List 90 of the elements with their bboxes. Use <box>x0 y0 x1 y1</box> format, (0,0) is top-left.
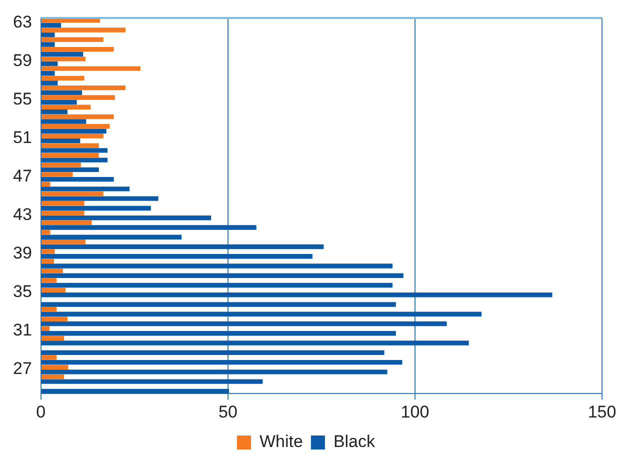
bar <box>41 152 99 158</box>
bar <box>41 42 55 47</box>
bar <box>41 167 99 172</box>
bar <box>41 288 66 292</box>
bar <box>41 71 55 76</box>
legend-label: Black <box>333 432 376 452</box>
bar <box>41 355 57 360</box>
bar <box>41 306 57 312</box>
bar <box>41 182 50 186</box>
bar <box>41 80 58 86</box>
bar <box>41 268 63 274</box>
bar <box>41 254 312 259</box>
bar <box>41 331 396 336</box>
bar <box>41 249 55 254</box>
y-tick-label: 63 <box>12 12 32 32</box>
bar <box>41 85 126 90</box>
bar <box>41 302 396 307</box>
bar <box>41 128 106 134</box>
bar <box>41 388 230 394</box>
bar <box>41 100 77 105</box>
bar <box>41 210 84 216</box>
bar <box>41 134 104 138</box>
bar <box>41 110 68 114</box>
y-tick-label: 51 <box>12 128 32 148</box>
y-tick-label: 31 <box>12 320 32 340</box>
bar <box>41 206 151 211</box>
x-tick-label: 150 <box>588 402 616 422</box>
bar <box>41 138 80 144</box>
bar <box>41 292 552 298</box>
bar <box>41 114 114 120</box>
bar <box>41 374 64 380</box>
bar <box>41 143 99 148</box>
x-tick-label: 0 <box>36 402 46 422</box>
bar <box>41 258 54 264</box>
y-tick-label: 47 <box>12 166 32 186</box>
x-tick-label: 100 <box>400 402 430 422</box>
bar <box>41 176 114 182</box>
x-tick-label: 50 <box>218 402 238 422</box>
bar <box>41 95 115 100</box>
bar <box>41 162 81 168</box>
y-tick-label: 35 <box>12 282 32 302</box>
bar <box>41 340 469 346</box>
bar <box>41 234 182 240</box>
bar <box>41 326 50 331</box>
legend-label: White <box>259 432 303 452</box>
bar <box>41 316 68 322</box>
bar <box>41 321 447 326</box>
y-tick-label: 55 <box>12 90 32 109</box>
bar <box>41 370 388 374</box>
bar <box>41 312 482 317</box>
bar <box>41 215 212 220</box>
bar <box>41 201 84 206</box>
bar <box>41 37 104 42</box>
bar <box>41 230 50 235</box>
bar <box>41 124 110 129</box>
bar <box>41 104 91 110</box>
bar <box>41 56 86 62</box>
bar <box>41 225 256 230</box>
bar <box>41 76 84 81</box>
bar <box>41 336 64 341</box>
bar <box>41 191 104 196</box>
bar <box>41 28 126 32</box>
y-tick-label: 59 <box>12 51 32 70</box>
bar <box>41 172 73 177</box>
bar <box>41 61 58 66</box>
bar <box>41 350 384 356</box>
bar <box>41 148 108 153</box>
bar <box>41 52 84 56</box>
bar <box>41 240 86 244</box>
bar <box>41 264 393 268</box>
bar <box>41 282 393 288</box>
y-tick-label: 43 <box>12 205 32 224</box>
bar <box>41 22 62 28</box>
bar <box>41 379 263 384</box>
bar <box>41 119 86 124</box>
bar <box>41 158 108 162</box>
bar <box>41 360 402 365</box>
bar <box>41 244 324 250</box>
bar <box>41 186 130 192</box>
bar <box>41 273 404 278</box>
bar <box>41 32 55 38</box>
bar <box>41 90 82 95</box>
bar <box>41 196 158 201</box>
bar <box>41 66 140 71</box>
bar <box>41 364 68 370</box>
bar <box>41 46 114 52</box>
y-tick-label: 27 <box>12 359 32 378</box>
bar <box>41 278 57 283</box>
y-tick-label: 39 <box>12 244 32 263</box>
bar <box>41 220 92 226</box>
